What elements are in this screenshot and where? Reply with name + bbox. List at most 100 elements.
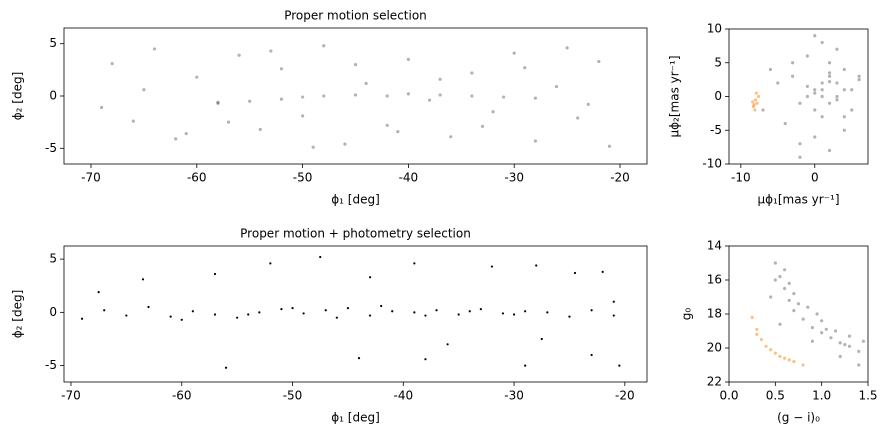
point [813, 135, 817, 139]
x-tick-label: 1.0 [812, 389, 831, 403]
point [769, 295, 773, 299]
x-tick-label: -20 [610, 171, 630, 185]
point [813, 88, 817, 92]
point [847, 334, 852, 338]
x-tick-label: -30 [504, 171, 524, 185]
point [535, 264, 538, 267]
y-axis-label: g₀ [680, 308, 694, 321]
x-tick-label: -50 [283, 389, 303, 403]
point [813, 34, 817, 38]
y-tick-label: 14 [707, 239, 722, 253]
point [311, 145, 315, 149]
point [787, 298, 791, 302]
point [438, 77, 442, 81]
point [502, 95, 506, 99]
point [792, 360, 796, 364]
point [827, 148, 832, 153]
point [573, 271, 577, 275]
y-tick-label: 18 [707, 307, 722, 321]
point [491, 110, 495, 114]
x-tick-label: -70 [81, 171, 101, 185]
point [590, 309, 593, 312]
point [756, 94, 761, 99]
point [216, 100, 220, 104]
point [787, 358, 791, 362]
x-tick-label: -70 [61, 389, 81, 403]
point [280, 308, 283, 311]
point [752, 103, 756, 107]
x-tick-label: -40 [399, 171, 419, 185]
y-axis-label: ϕ₂ [deg] [11, 290, 25, 339]
y-tick-label: -10 [702, 157, 722, 171]
point [798, 101, 802, 105]
point [291, 306, 294, 310]
point [820, 88, 824, 92]
y-axis-label: ϕ₂ [deg] [11, 72, 25, 121]
point [827, 80, 832, 84]
point [380, 304, 383, 308]
point [850, 88, 854, 92]
point [269, 262, 272, 265]
point [820, 331, 824, 335]
point [820, 81, 824, 85]
points [80, 255, 621, 369]
point [820, 115, 824, 119]
point [435, 309, 438, 312]
point [773, 278, 777, 282]
point [110, 61, 114, 66]
x-tick-label: -50 [293, 171, 313, 185]
point [195, 75, 199, 79]
y-tick-label: -5 [710, 123, 722, 137]
point [300, 114, 305, 118]
point [424, 358, 427, 361]
point [524, 364, 527, 367]
points [751, 34, 861, 159]
point [213, 272, 217, 276]
point [773, 351, 777, 355]
x-tick-label: 0 [811, 171, 819, 185]
point [798, 142, 802, 146]
point [850, 108, 854, 112]
point [490, 265, 494, 268]
x-axis-label: (g − i)₀ [777, 411, 820, 425]
panel: -10 0 -10 -5 0 5 10 μϕ₁[mas yr⁻¹] μϕ₂[mas yr⁻¹] [668, 22, 869, 207]
point [224, 366, 228, 369]
point [479, 308, 482, 311]
point [279, 67, 284, 71]
y-tick-label: 0 [49, 89, 57, 103]
point [248, 99, 252, 103]
point [302, 312, 305, 315]
y-axis-label: μϕ₂[mas yr⁻¹] [668, 55, 682, 137]
x-tick-label: 1.5 [858, 389, 877, 403]
point [769, 348, 773, 352]
point [524, 310, 527, 313]
point [792, 309, 796, 313]
point [216, 101, 220, 105]
point [847, 344, 852, 348]
panel-title: Proper motion selection [284, 9, 427, 23]
point [801, 317, 805, 321]
point [357, 357, 361, 360]
point [754, 91, 758, 95]
point [533, 96, 537, 100]
point [755, 101, 759, 105]
y-tick-label: 0 [49, 305, 57, 319]
point [258, 127, 262, 132]
axes-frame [63, 245, 648, 383]
point [364, 81, 368, 86]
point [480, 124, 485, 128]
point [820, 319, 824, 323]
x-tick-label: 0.5 [766, 389, 785, 403]
point [184, 132, 188, 136]
point [750, 315, 754, 319]
point [815, 312, 819, 316]
point [131, 119, 135, 123]
point [783, 268, 787, 272]
x-axis-label: μϕ₁[mas yr⁻¹] [757, 193, 839, 207]
point [861, 339, 865, 343]
point [335, 316, 338, 319]
point [565, 46, 569, 50]
panel: 0.0 0.5 1.0 1.5 14 16 18 20 22 (g − i)₀ g₀ [680, 239, 878, 425]
point [754, 98, 758, 102]
